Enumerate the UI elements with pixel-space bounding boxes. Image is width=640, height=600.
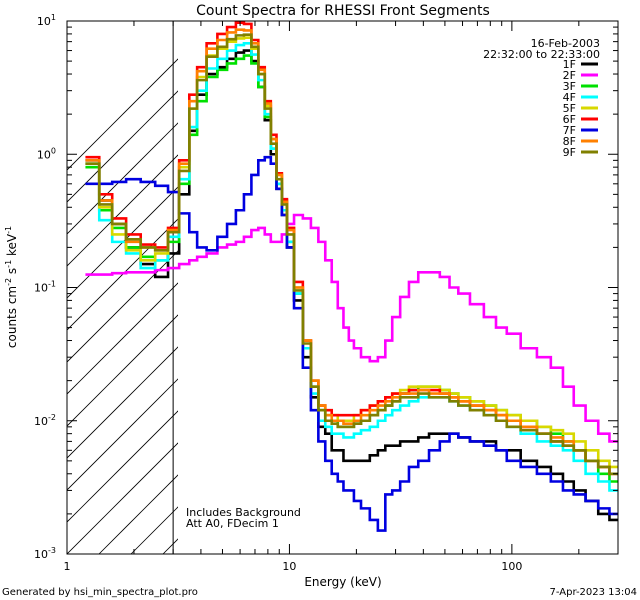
legend-label-9F: 9F xyxy=(563,146,576,159)
hatch-line xyxy=(67,282,178,395)
y-tick-label: 10-3 xyxy=(34,546,56,561)
series-line-9F xyxy=(85,33,618,476)
hatch-line xyxy=(67,410,178,523)
axis-tick-labels: 1 10 100 10-3 10-2 10-1 100 101 xyxy=(34,13,522,573)
y-tick-label: 10-2 xyxy=(34,413,56,428)
series-line-6F xyxy=(85,21,618,476)
y-tick-label: 100 xyxy=(37,146,56,161)
legend-label-1F: 1F xyxy=(563,58,576,71)
chart-title: Count Spectra for RHESSI Front Segments xyxy=(196,3,490,19)
hatch-line xyxy=(67,250,178,363)
y-tick-label: 101 xyxy=(37,13,56,28)
y-axis-label: counts cm-2 s-1 keV-1 xyxy=(4,226,19,348)
series-line-1F xyxy=(85,49,618,522)
legend-label-3F: 3F xyxy=(563,80,576,93)
y-axis-label-exp2: -1 xyxy=(4,260,13,268)
legend-label-5F: 5F xyxy=(563,102,576,115)
series-line-8F xyxy=(85,28,618,476)
hatch-line xyxy=(67,218,178,331)
hatch-line xyxy=(67,90,178,203)
legend-label-8F: 8F xyxy=(563,135,576,148)
hatch-line xyxy=(227,21,640,554)
x-tick-label: 100 xyxy=(501,560,522,573)
legend-label-2F: 2F xyxy=(563,69,576,82)
hatch-line xyxy=(515,21,640,554)
date-label: 16-Feb-2003 xyxy=(531,37,600,50)
x-tick-label: 1 xyxy=(64,560,71,573)
series-group xyxy=(85,21,618,532)
x-tick-label: 10 xyxy=(282,560,296,573)
hatch-line xyxy=(67,378,178,491)
annotation-background: Includes Background xyxy=(186,506,301,519)
legend-label-7F: 7F xyxy=(563,124,576,137)
series-line-3F xyxy=(85,54,618,483)
y-axis-label-base: counts cm xyxy=(5,286,19,348)
hatch-line xyxy=(67,442,178,554)
time-range-label: 22:32:00 to 22:33:00 xyxy=(483,48,600,61)
plot-frame xyxy=(66,20,619,555)
series-line-5F xyxy=(85,36,618,469)
y-axis-label-mid: s xyxy=(5,268,19,278)
legend-label-4F: 4F xyxy=(563,91,576,104)
annotation-attenuator: Att A0, FDecim 1 xyxy=(186,517,279,530)
series-line-7F xyxy=(85,155,618,532)
hatch-line xyxy=(67,186,178,299)
y-axis-label-end: keV xyxy=(5,233,19,260)
y-axis-label-exp1: -2 xyxy=(4,278,13,286)
series-line-2F xyxy=(85,213,618,443)
y-axis-label-exp3: -1 xyxy=(4,226,13,234)
axis-ticks xyxy=(66,21,619,555)
x-axis-label: Energy (keV) xyxy=(304,575,381,589)
legend-label-6F: 6F xyxy=(563,113,576,126)
footer-generated-by: Generated by hsi_min_spectra_plot.pro xyxy=(2,587,198,598)
footer-timestamp: 7-Apr-2023 13:04 xyxy=(550,587,637,598)
hatch-line xyxy=(67,58,178,171)
y-tick-label: 10-1 xyxy=(34,280,56,295)
